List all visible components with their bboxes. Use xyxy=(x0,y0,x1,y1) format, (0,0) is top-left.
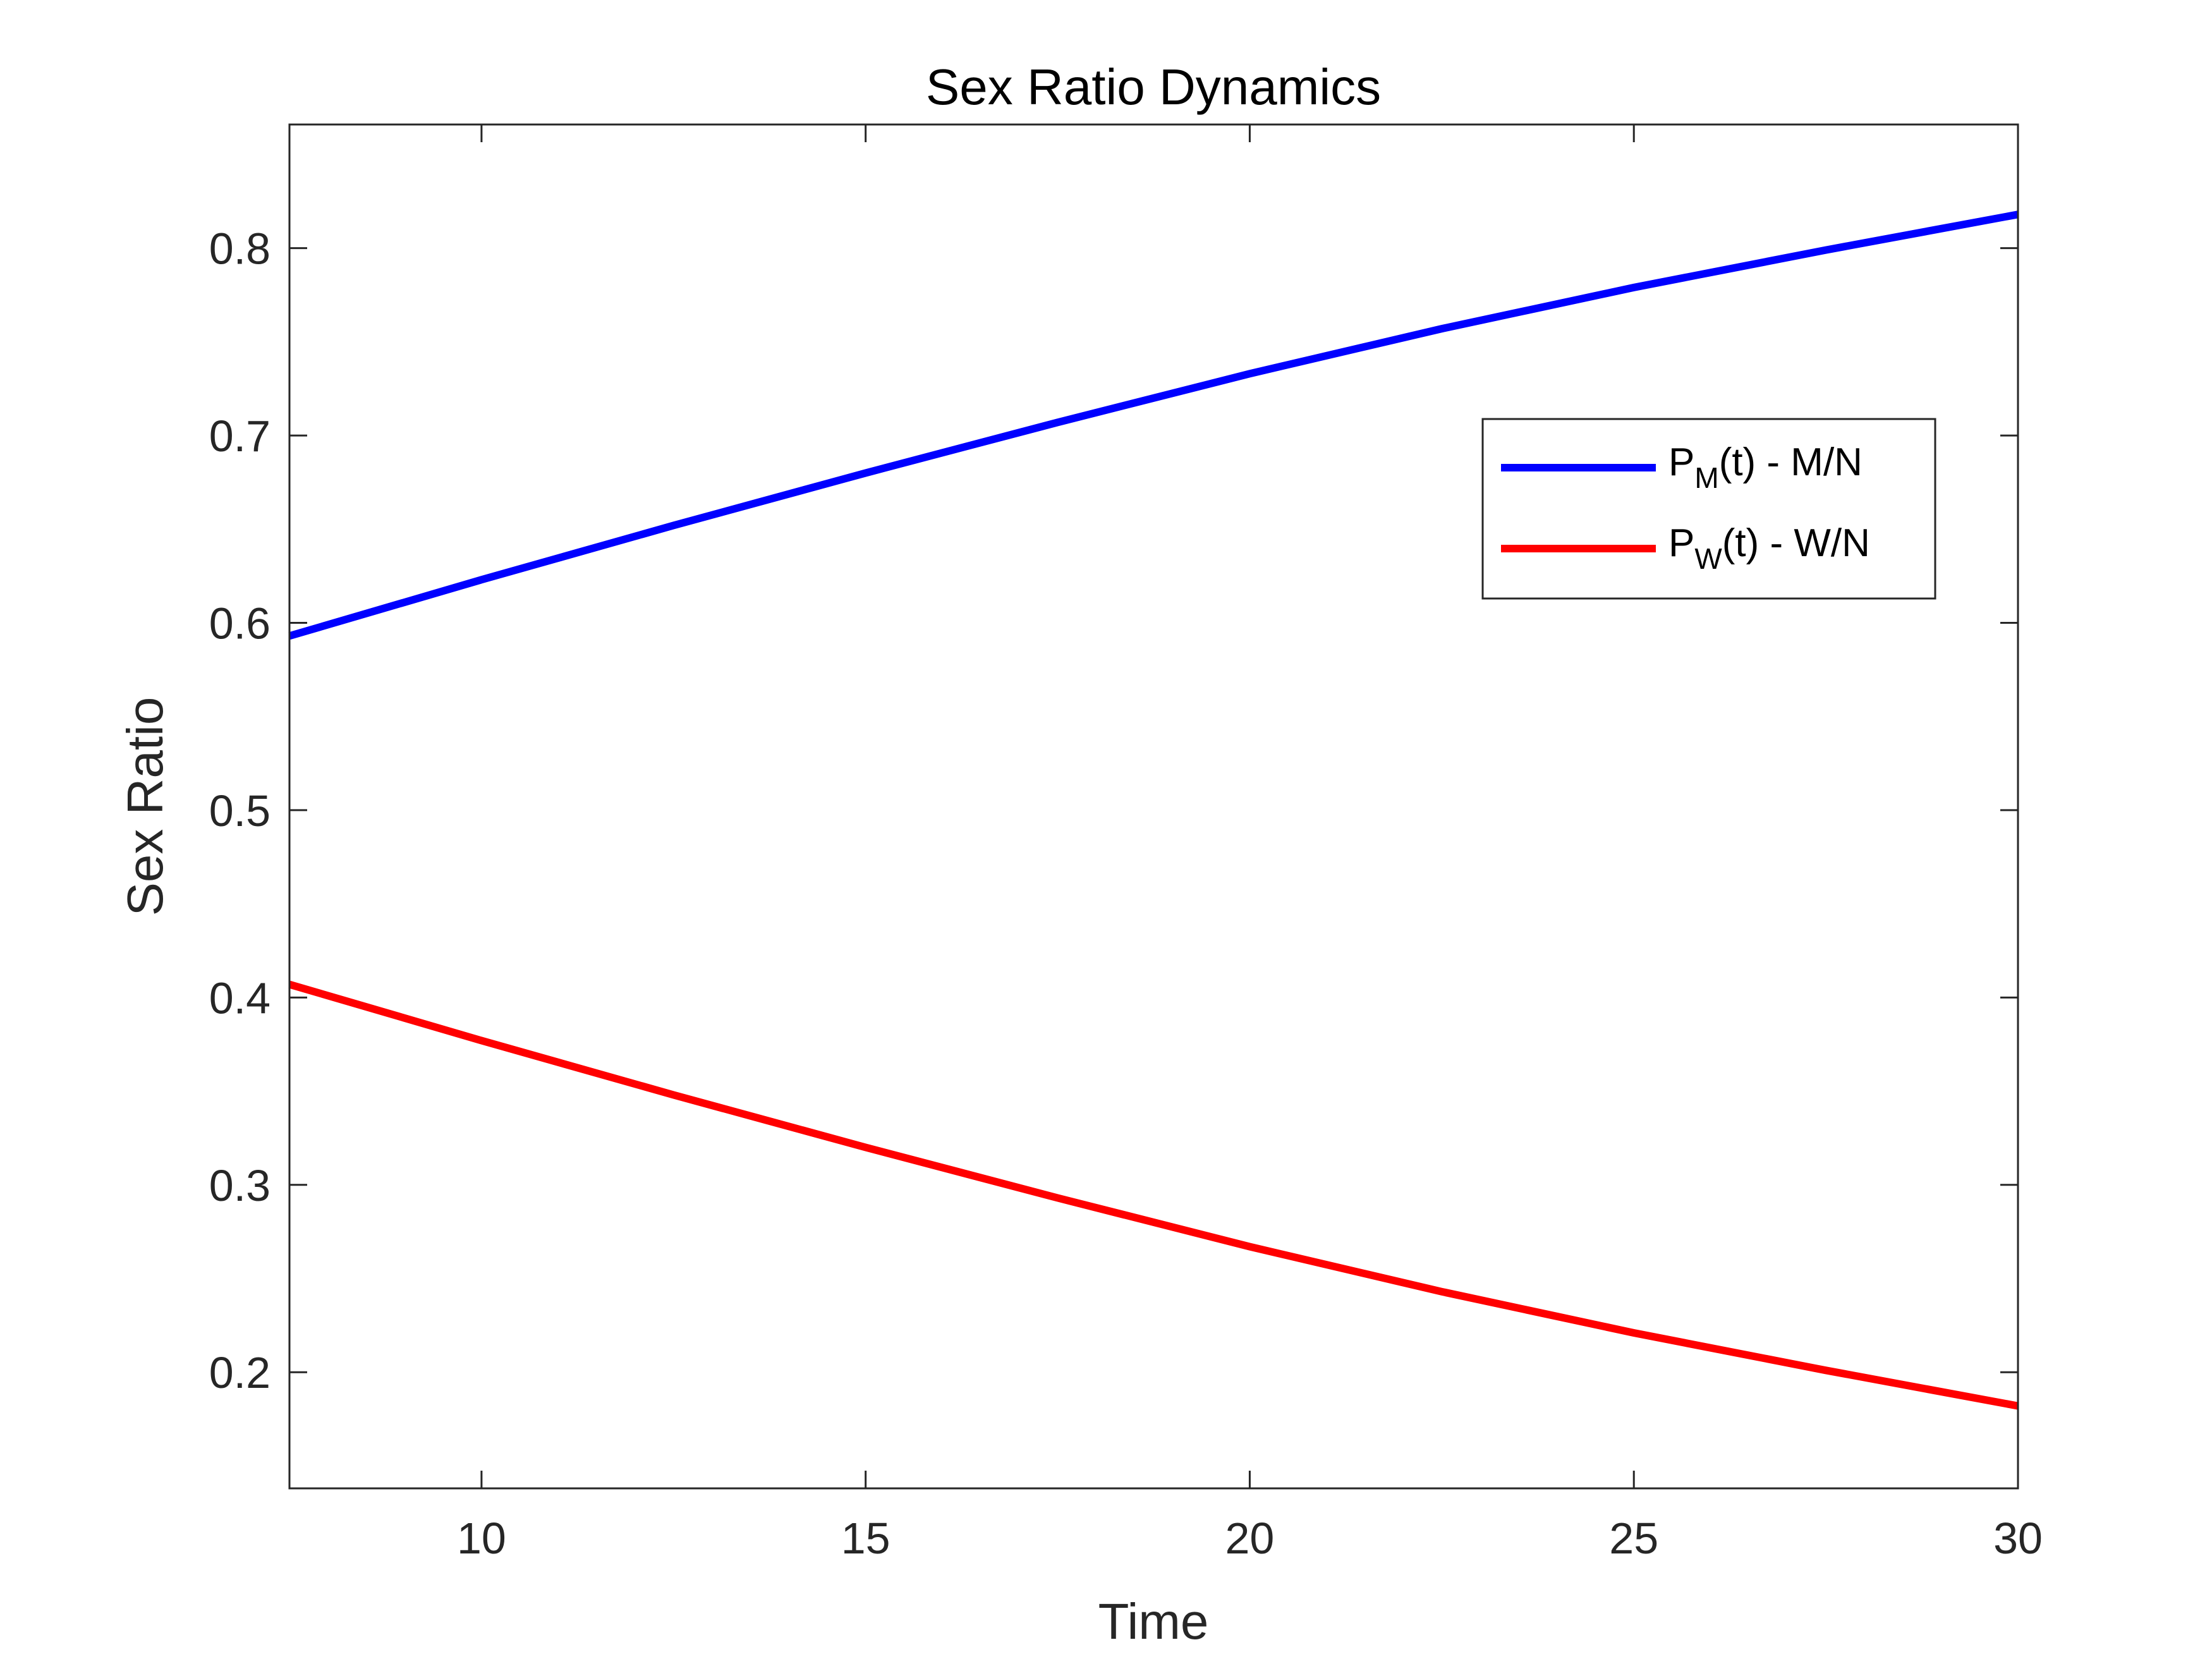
y-axis-ticks: 0.2 0.3 0.4 0.5 0.6 0.7 0.8 xyxy=(209,224,2018,1397)
series-lines xyxy=(288,210,2019,1410)
legend-label-pm-subscript: M xyxy=(1694,461,1718,494)
legend-label-pw-suffix: (t) - W/N xyxy=(1722,521,1870,565)
y-tick-label: 0.6 xyxy=(209,599,270,648)
legend-label-pw-subscript: W xyxy=(1694,542,1722,575)
x-axis-ticks: 10 15 20 25 30 xyxy=(457,125,2043,1563)
y-tick-label: 0.7 xyxy=(209,411,270,461)
legend-label-pw: PW(t) - W/N xyxy=(1668,521,1870,575)
x-tick-label: 20 xyxy=(1225,1514,1275,1563)
legend-label-pm-suffix: (t) - M/N xyxy=(1719,441,1863,484)
y-tick-label: 0.3 xyxy=(209,1161,270,1210)
x-axis-title: Time xyxy=(1098,1593,1209,1650)
x-tick-label: 30 xyxy=(1993,1514,2043,1563)
x-tick-label: 25 xyxy=(1609,1514,1658,1563)
legend: PM(t) - M/N PW(t) - W/N xyxy=(1481,418,1936,600)
legend-label-pm-prefix: P xyxy=(1668,441,1694,484)
plot-area xyxy=(289,125,2018,1488)
x-tick-label: 10 xyxy=(457,1514,506,1563)
plot-frame xyxy=(288,123,2019,1490)
y-tick-label: 0.2 xyxy=(209,1348,270,1397)
y-tick-label: 0.5 xyxy=(209,786,270,836)
series-line-pm xyxy=(288,210,2019,640)
chart-title: Sex Ratio Dynamics xyxy=(926,59,1381,115)
y-axis-title: Sex Ratio xyxy=(117,697,173,916)
legend-label-pw-prefix: P xyxy=(1668,521,1694,565)
legend-label-pm: PM(t) - M/N xyxy=(1668,441,1863,494)
series-line-pw xyxy=(288,980,2019,1410)
y-tick-label: 0.8 xyxy=(209,224,270,274)
legend-box xyxy=(1481,418,1936,600)
x-tick-label: 15 xyxy=(841,1514,890,1563)
y-tick-label: 0.4 xyxy=(209,973,270,1023)
